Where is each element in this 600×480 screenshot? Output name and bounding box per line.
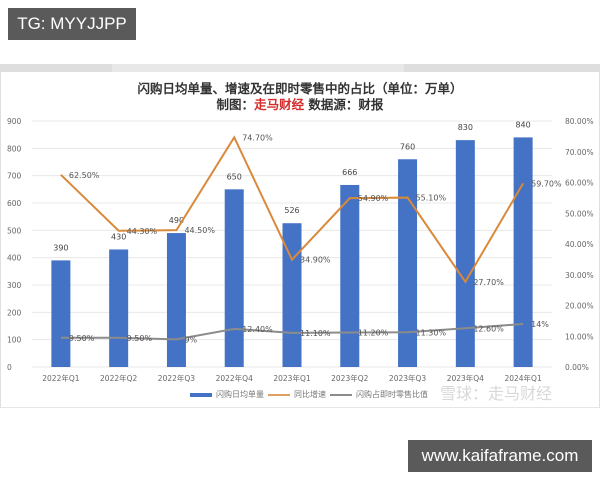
growth-line-label: 59.70% <box>531 179 562 188</box>
share-line-label: 9.50% <box>127 334 153 343</box>
subtitle-suffix: 数据源：财报 <box>304 97 384 112</box>
bottom-watermark-tag: www.kaifaframe.com <box>408 440 592 472</box>
left-axis-tick: 300 <box>7 281 22 290</box>
share-line-label: 12.60% <box>473 324 504 333</box>
chart-legend: 闪购日均单量 同比增速 闪购占即时零售比值 <box>190 389 428 400</box>
share-line-label: 11.20% <box>358 329 389 338</box>
legend-swatch-bars <box>190 392 212 397</box>
bar-value-label: 650 <box>227 172 242 181</box>
left-axis-tick: 600 <box>7 199 22 208</box>
x-axis-label: 2023年Q3 <box>389 373 426 383</box>
bar-value-label: 430 <box>111 232 126 241</box>
right-axis-tick: 10.00% <box>565 332 594 341</box>
bar-2022年Q2 <box>109 249 129 367</box>
legend-label-share: 闪购占即时零售比值 <box>356 390 428 399</box>
legend-swatch-growth <box>268 393 290 396</box>
bar-value-label: 666 <box>342 168 357 177</box>
right-axis-tick: 60.00% <box>565 179 594 188</box>
subtitle-prefix: 制图： <box>216 97 255 112</box>
growth-line-label: 54.90% <box>358 194 389 203</box>
growth-line-label: 55.10% <box>416 194 447 203</box>
left-axis-tick: 800 <box>7 144 22 153</box>
share-line-label: 11.10% <box>300 329 331 338</box>
top-divider-highlight <box>112 64 404 72</box>
left-axis-tick: 100 <box>7 336 22 345</box>
x-axis-label: 2022年Q3 <box>158 373 195 383</box>
share-line-label: 12.40% <box>242 325 273 334</box>
bar-value-label: 760 <box>400 142 415 151</box>
share-line-label: 11.30% <box>416 328 447 337</box>
growth-line-label: 74.70% <box>242 133 273 142</box>
growth-line-label: 44.30% <box>127 227 158 236</box>
legend-swatch-share <box>330 393 352 396</box>
bar-value-label: 390 <box>53 243 68 252</box>
left-axis-tick: 0 <box>7 363 12 372</box>
right-axis-tick: 70.00% <box>565 148 594 157</box>
share-line-label: 9.50% <box>69 334 95 343</box>
chart-title: 闪购日均单量、增速及在即时零售中的占比（单位：万单） <box>137 81 463 96</box>
x-axis-label: 2023年Q2 <box>331 373 368 383</box>
bar-value-label: 830 <box>458 123 473 132</box>
x-axis-label: 2023年Q4 <box>447 373 484 383</box>
x-axis-label: 2022年Q1 <box>42 373 79 383</box>
legend-label-growth: 同比增速 <box>294 390 326 399</box>
growth-line <box>60 135 524 284</box>
share-line <box>60 322 524 341</box>
top-watermark-tag: TG: MYYJJPP <box>8 8 136 40</box>
right-axis-tick: 50.00% <box>565 209 594 218</box>
legend-label-bars: 闪购日均单量 <box>216 390 264 399</box>
growth-line-label: 27.70% <box>473 278 504 287</box>
share-line-label: 9% <box>184 335 197 344</box>
bar-2023年Q1 <box>282 223 302 367</box>
left-axis-tick: 500 <box>7 226 22 235</box>
left-axis-tick: 400 <box>7 254 22 263</box>
right-axis-tick: 30.00% <box>565 271 594 280</box>
xueqiu-watermark: 雪球：走马财经 <box>440 384 553 403</box>
right-axis-tick: 40.00% <box>565 240 594 249</box>
right-axis-tick: 0.00% <box>565 363 589 372</box>
growth-line-label: 62.50% <box>69 171 100 180</box>
share-line-label: 14% <box>531 320 549 329</box>
bar-2024年Q1 <box>513 137 533 367</box>
right-axis-tick: 20.00% <box>565 302 594 311</box>
bar-2023年Q2 <box>340 184 360 367</box>
subtitle-brand: 走马财经 <box>254 97 305 112</box>
bar-2023年Q3 <box>398 159 418 367</box>
bar-value-label: 490 <box>169 216 184 225</box>
bar-2022年Q1 <box>51 260 71 367</box>
bar-2022年Q4 <box>224 189 244 367</box>
x-axis-label: 2022年Q2 <box>100 373 137 383</box>
bar-value-label: 840 <box>515 120 530 129</box>
growth-line-label: 34.90% <box>300 256 331 265</box>
left-axis-tick: 200 <box>7 308 22 317</box>
right-axis-tick: 80.00% <box>565 117 594 126</box>
bar-2023年Q4 <box>455 140 475 367</box>
growth-line-label: 44.50% <box>184 226 215 235</box>
x-axis-label: 2022年Q4 <box>216 373 253 383</box>
bar-2022年Q3 <box>166 233 186 367</box>
left-axis-tick: 900 <box>7 117 22 126</box>
x-axis-label: 2023年Q1 <box>273 373 310 383</box>
bar-value-label: 526 <box>284 206 299 215</box>
left-axis-tick: 700 <box>7 172 22 181</box>
chart-subtitle: 制图：走马财经 数据源：财报 <box>0 94 600 113</box>
x-axis-label: 2024年Q1 <box>504 373 541 383</box>
